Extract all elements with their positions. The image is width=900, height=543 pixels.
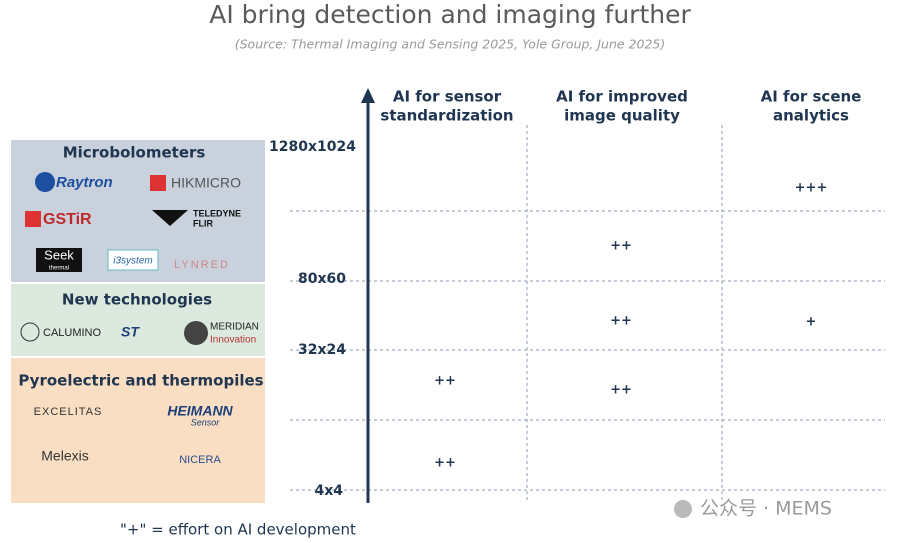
group-label: Microbolometers — [63, 144, 206, 162]
logo: FLIR — [193, 218, 213, 228]
logo: Sensor — [191, 417, 221, 427]
arrow-head — [361, 88, 375, 103]
effort-mark: +++ — [795, 181, 828, 196]
effort-mark: ++ — [610, 383, 632, 398]
effort-mark: ++ — [610, 239, 632, 254]
logo-icon — [150, 175, 166, 191]
logo: Raytron — [56, 174, 113, 191]
logo-icon — [184, 321, 208, 345]
logo: ST — [121, 324, 140, 340]
logo: i3system — [113, 256, 152, 267]
column-header: AI for sensor — [393, 88, 502, 106]
axis-label: 32x24 — [298, 342, 346, 358]
axis-label: 4x4 — [314, 483, 343, 499]
column-header: AI for scene — [761, 88, 862, 106]
logo: EXCELITAS — [34, 406, 103, 418]
logo-icon — [36, 248, 82, 272]
effort-mark: ++ — [434, 456, 456, 471]
logo: Innovation — [210, 335, 256, 346]
group-label: Pyroelectric and thermopiles — [18, 372, 263, 390]
column-header: image quality — [564, 107, 680, 125]
group-box — [11, 284, 265, 356]
logo: Melexis — [41, 448, 88, 464]
logo: TELEDYNE — [193, 208, 241, 218]
footnote: "+" = effort on AI development — [120, 521, 356, 539]
logo: HEIMANN — [167, 403, 233, 419]
axis-label: 80x60 — [298, 271, 346, 287]
logo: GSTiR — [43, 211, 92, 228]
logo: thermal — [49, 266, 69, 272]
logo: LYNRED — [174, 259, 230, 271]
effort-mark: ++ — [434, 374, 456, 389]
effort-mark: + — [806, 315, 817, 330]
logo-icon — [107, 249, 159, 271]
logo-icon — [25, 211, 41, 227]
watermark: 公众号 · MEMS — [700, 498, 832, 520]
effort-mark: ++ — [610, 314, 632, 329]
axis-label: 1280x1024 — [269, 139, 356, 155]
logo: NICERA — [179, 454, 221, 466]
logo: MERIDIAN — [210, 322, 259, 333]
column-header: AI for improved — [556, 88, 688, 106]
logo: Seek — [44, 247, 74, 262]
logo: CALUMINO — [43, 327, 102, 339]
logo-icon — [152, 210, 188, 226]
subtitle: (Source: Thermal Imaging and Sensing 202… — [235, 37, 666, 52]
column-header: standardization — [380, 107, 513, 125]
logo-icon — [35, 172, 55, 192]
column-header: analytics — [773, 107, 849, 125]
logo-icon — [20, 322, 40, 342]
group-label: New technologies — [62, 291, 212, 309]
title: AI bring detection and imaging further — [209, 0, 691, 29]
watermark-icon — [674, 500, 692, 518]
logo: HIKMICRO — [171, 175, 241, 191]
group-box — [11, 358, 265, 503]
